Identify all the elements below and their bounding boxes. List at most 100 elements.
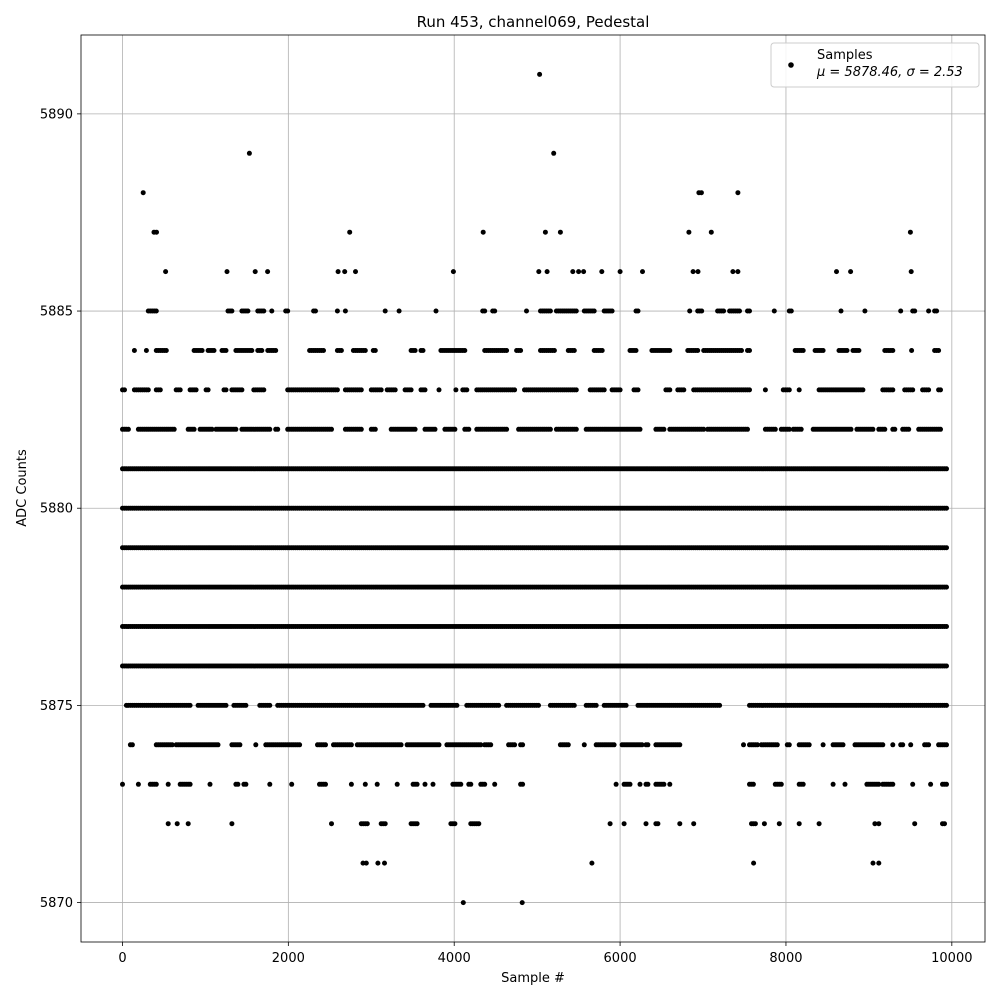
data-point [468, 781, 474, 787]
y-tick-label: 5870 [40, 896, 73, 911]
x-tick-label: 6000 [604, 951, 637, 966]
legend-label: Samples [817, 48, 873, 63]
data-point [677, 742, 683, 748]
data-point [721, 308, 727, 314]
data-point [536, 702, 541, 708]
data-point [898, 308, 904, 314]
data-point [687, 308, 693, 314]
y-tick: 5870 [40, 896, 81, 911]
data-point [762, 387, 768, 393]
data-point [185, 821, 191, 827]
data-point [613, 781, 619, 787]
data-point [323, 781, 328, 787]
data-point [565, 742, 571, 748]
data-point [187, 702, 193, 708]
data-point [135, 781, 141, 787]
data-point [382, 821, 388, 827]
data-point [215, 742, 221, 748]
data-point [125, 426, 131, 432]
data-point [772, 426, 778, 432]
data-point [249, 348, 255, 353]
data-point [557, 229, 563, 235]
data-point [364, 821, 370, 827]
x-tick: 2000 [272, 942, 305, 966]
y-tick: 5880 [40, 502, 81, 517]
data-point [224, 269, 230, 275]
data-point [617, 387, 623, 393]
chart-title: Run 453, channel069, Pedestal [417, 13, 650, 31]
data-point [207, 781, 213, 787]
data-point [860, 387, 866, 393]
data-point [926, 742, 932, 748]
data-point [593, 702, 599, 708]
data-point [362, 348, 368, 353]
data-point [573, 426, 579, 432]
data-point [944, 584, 949, 590]
data-point [412, 426, 418, 432]
data-point [944, 505, 949, 511]
data-point [229, 821, 235, 827]
data-point [243, 702, 249, 708]
data-point [830, 781, 836, 787]
data-point [285, 308, 291, 314]
data-point [372, 348, 378, 353]
data-point [496, 702, 502, 708]
data-point [739, 348, 744, 353]
data-point [205, 387, 211, 393]
data-point [570, 269, 576, 275]
data-point [741, 742, 746, 748]
data-point [838, 308, 844, 314]
data-point [191, 426, 197, 432]
data-point [786, 426, 792, 432]
data-point [252, 269, 258, 275]
data-point [872, 821, 878, 827]
x-tick: 0 [118, 942, 127, 966]
data-point [934, 308, 940, 314]
y-tick: 5885 [40, 305, 81, 320]
data-point [235, 781, 241, 787]
data-point [617, 269, 623, 275]
data-point [492, 308, 498, 314]
data-point [233, 426, 239, 432]
data-point [645, 781, 651, 787]
data-point [856, 348, 862, 353]
data-point [246, 150, 252, 156]
data-point [690, 269, 696, 275]
data-point [334, 387, 340, 393]
data-point [504, 426, 510, 432]
data-point [581, 269, 587, 275]
data-point [806, 742, 812, 748]
data-point [211, 348, 217, 353]
data-point [382, 860, 387, 866]
data-point [120, 781, 125, 787]
data-point [834, 269, 839, 275]
data-point [752, 821, 758, 827]
data-point [518, 348, 524, 353]
legend-box [770, 42, 980, 88]
data-point [842, 781, 848, 787]
data-point [747, 387, 752, 393]
data-point [323, 742, 328, 748]
data-point [458, 781, 464, 787]
data-point [912, 821, 918, 827]
data-point [163, 269, 169, 275]
data-point [335, 269, 341, 275]
data-point [800, 781, 806, 787]
data-point [601, 387, 607, 393]
data-point [607, 821, 613, 827]
data-point [259, 348, 265, 353]
data-point [820, 348, 826, 353]
data-point [153, 781, 159, 787]
data-point [432, 426, 438, 432]
data-point [695, 348, 701, 353]
data-point [223, 387, 229, 393]
data-point [462, 348, 468, 353]
data-point [611, 742, 617, 748]
data-point [536, 269, 542, 275]
x-tick-label: 8000 [769, 951, 802, 966]
data-point [909, 348, 915, 353]
data-point [165, 781, 171, 787]
data-point [907, 229, 913, 235]
data-point [452, 821, 458, 827]
data-point [699, 308, 705, 314]
